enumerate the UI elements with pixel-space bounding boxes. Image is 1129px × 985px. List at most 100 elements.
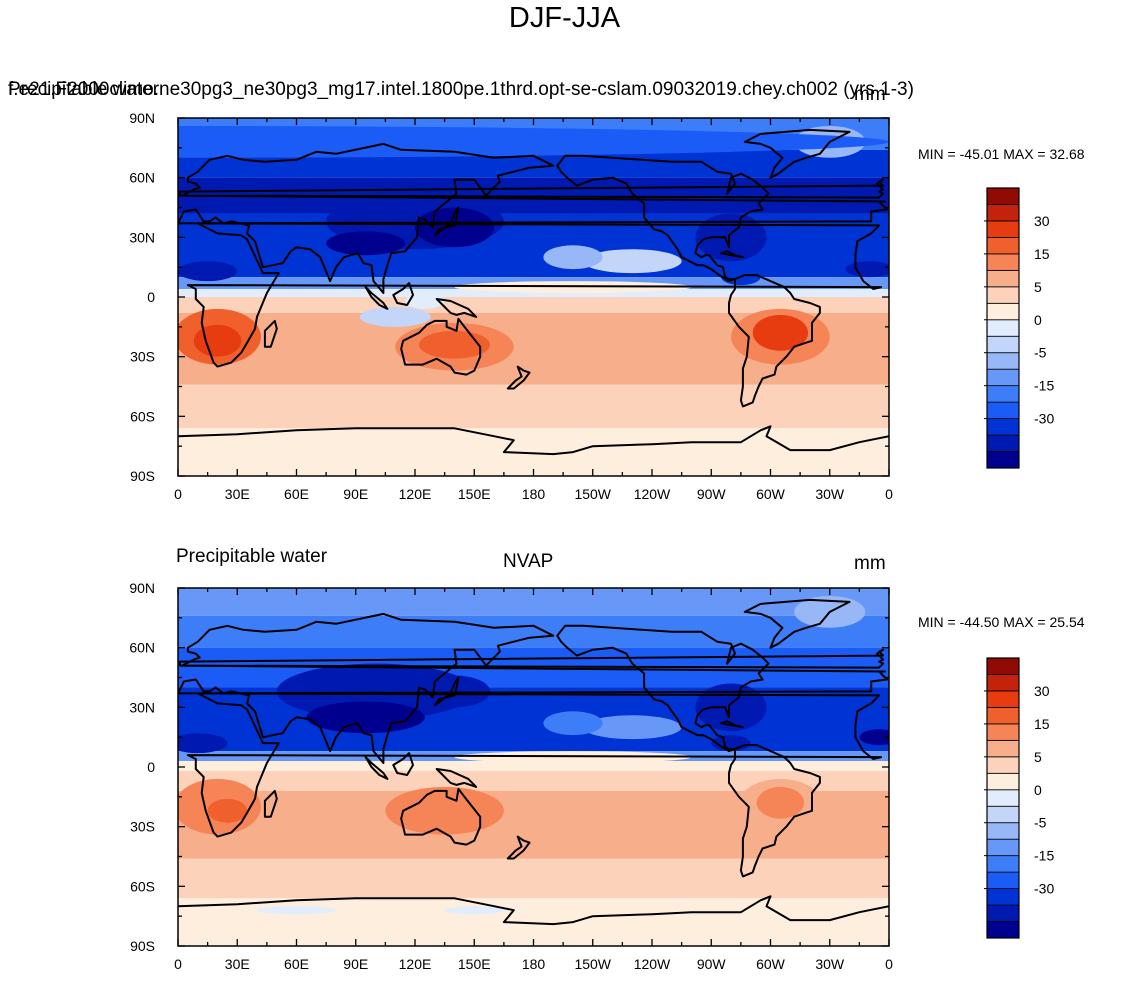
field-blob: [178, 261, 237, 281]
colorbar-swatch: [987, 658, 1019, 674]
field-blob: [360, 307, 431, 327]
colorbar-swatch: [987, 204, 1019, 220]
x-tick-label: 150W: [574, 486, 611, 502]
panel1-center-title: f.e21.F2000climo.ne30pg3_ne30pg3_mg17.in…: [8, 79, 914, 101]
field-blob: [168, 733, 227, 753]
colorbar-swatch: [987, 386, 1019, 402]
y-tick-label: 90S: [130, 468, 155, 484]
colorbar-swatch: [987, 402, 1019, 418]
x-tick-label: 0: [174, 956, 182, 972]
y-tick-label: 60N: [129, 640, 155, 656]
x-tick-label: 180: [522, 486, 546, 502]
colorbar-swatch: [987, 790, 1019, 806]
y-tick-label: 0: [147, 289, 155, 305]
field-blob: [757, 787, 804, 819]
x-tick-label: 150W: [574, 956, 611, 972]
field-band: [178, 898, 889, 946]
colorbar-swatch: [987, 452, 1019, 468]
x-tick-label: 90E: [343, 486, 368, 502]
x-tick-label: 60E: [284, 486, 309, 502]
colorbar-swatch: [987, 369, 1019, 385]
colorbar-label: 30: [1034, 683, 1050, 699]
y-tick-label: 30N: [129, 699, 155, 715]
colorbar-label: 15: [1034, 716, 1050, 732]
panel1-map: 0 30E 60E 90E 120E 150E 180 150W 120W 90W 60W 30W 09…: [0, 100, 1129, 520]
colorbar-swatch: [987, 254, 1019, 270]
colorbar-label: 0: [1034, 312, 1042, 328]
x-tick-label: 60E: [284, 956, 309, 972]
x-tick-label: 120E: [399, 486, 432, 502]
field-blob: [208, 799, 248, 823]
field-band: [178, 858, 889, 898]
field-blob: [846, 261, 893, 277]
panel2-left-title: Precipitable water: [176, 546, 327, 568]
x-tick-label: 30W: [815, 956, 845, 972]
y-tick-label: 90N: [129, 580, 155, 596]
x-tick-label: 30E: [225, 956, 250, 972]
colorbar-swatch: [987, 806, 1019, 822]
colorbar-label: 30: [1034, 213, 1050, 229]
x-tick-label: 150E: [458, 486, 491, 502]
colorbar-label: -30: [1034, 881, 1054, 897]
colorbar-label: 5: [1034, 279, 1042, 295]
colorbar-swatch: [987, 221, 1019, 237]
colorbar-swatch: [987, 435, 1019, 451]
colorbar-swatch: [987, 856, 1019, 872]
colorbar-label: 0: [1034, 782, 1042, 798]
colorbar-label: -15: [1034, 378, 1054, 394]
field-band: [178, 616, 889, 648]
x-tick-label: 120W: [634, 486, 671, 502]
colorbar-swatch: [987, 353, 1019, 369]
x-tick-label: 150E: [458, 956, 491, 972]
x-tick-label: 60W: [756, 956, 786, 972]
x-tick-label: 0: [885, 956, 893, 972]
x-tick-label: 180: [522, 956, 546, 972]
field-blob: [194, 325, 241, 357]
colorbar-swatch: [987, 905, 1019, 921]
colorbar-swatch: [987, 872, 1019, 888]
y-tick-label: 30N: [129, 229, 155, 245]
colorbar-swatch: [987, 320, 1019, 336]
y-tick-label: 90S: [130, 938, 155, 954]
colorbar-label: 5: [1034, 749, 1042, 765]
colorbar-swatch: [987, 419, 1019, 435]
colorbar-swatch: [987, 674, 1019, 690]
x-tick-label: 30W: [815, 486, 845, 502]
colorbar-swatch: [987, 707, 1019, 723]
colorbar-label: -5: [1034, 345, 1047, 361]
x-tick-label: 30E: [225, 486, 250, 502]
colorbar-label: -15: [1034, 848, 1054, 864]
colorbar-swatch: [987, 270, 1019, 286]
y-tick-label: 90N: [129, 110, 155, 126]
colorbar-swatch: [987, 336, 1019, 352]
colorbar-swatch: [987, 823, 1019, 839]
x-tick-label: 90E: [343, 956, 368, 972]
colorbar-swatch: [987, 922, 1019, 938]
colorbar-swatch: [987, 773, 1019, 789]
colorbar-swatch: [987, 237, 1019, 253]
x-tick-label: 60W: [756, 486, 786, 502]
panel2-map: 0 30E 60E 90E 120E 150E 180 150W 120W 90W 60W 30W 0 9…: [0, 570, 1129, 985]
colorbar-swatch: [987, 757, 1019, 773]
field-blob: [543, 711, 602, 735]
x-tick-label: 120W: [634, 956, 671, 972]
field-blob: [543, 245, 602, 269]
field-band: [178, 385, 889, 429]
x-tick-label: 120E: [399, 956, 432, 972]
figure: DJF-JJA Precipitable water f.e21.F2000cl…: [0, 0, 1129, 985]
field-blob: [306, 701, 425, 733]
y-tick-label: 0: [147, 759, 155, 775]
field-band: [178, 428, 889, 476]
field-blob: [326, 231, 405, 255]
colorbar-label: 15: [1034, 246, 1050, 262]
x-tick-label: 0: [174, 486, 182, 502]
x-tick-label: 0: [885, 486, 893, 502]
x-tick-label: 90W: [697, 956, 727, 972]
field-blob: [859, 729, 899, 745]
field-blob: [257, 906, 336, 914]
field-layer: [168, 588, 899, 946]
colorbar-label: -5: [1034, 815, 1047, 831]
y-tick-label: 60S: [130, 408, 155, 424]
colorbar-label: -30: [1034, 411, 1054, 427]
figure-title: DJF-JJA: [0, 0, 1129, 36]
